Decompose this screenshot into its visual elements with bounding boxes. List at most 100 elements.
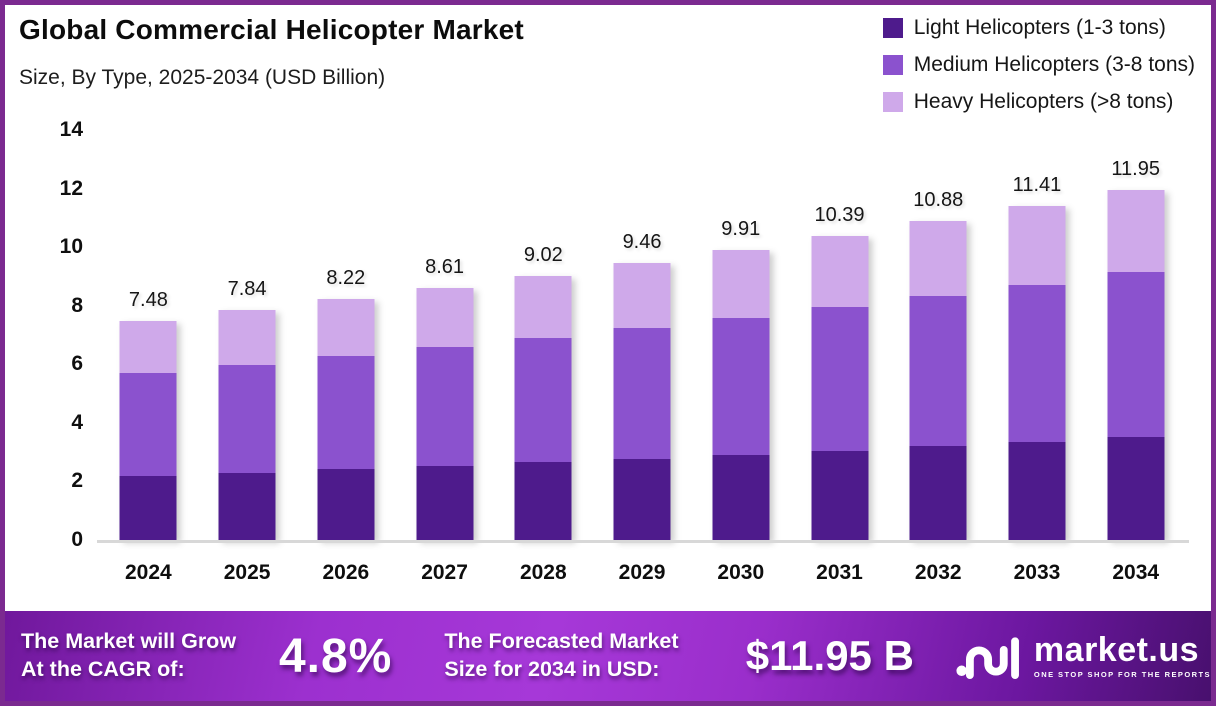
y-tick-label: 2 (71, 469, 83, 493)
bar-total-label: 11.95 (1111, 158, 1160, 181)
bar-segment (119, 372, 177, 476)
bar-segment (909, 446, 967, 540)
bar-total-label: 9.46 (622, 230, 662, 253)
cagr-label-line2: At the CAGR of: (21, 657, 185, 681)
x-axis-label: 2028 (519, 561, 567, 584)
x-axis-baseline (97, 540, 1189, 543)
footer-banner: The Market will Grow At the CAGR of: 4.8… (5, 611, 1211, 701)
marketus-logo-text: market.us ONE STOP SHOP FOR THE REPORTS (1034, 633, 1211, 679)
bar-group: 8.22 (296, 130, 395, 540)
y-tick-label: 14 (59, 118, 83, 141)
legend-label: Light Helicopters (1-3 tons) (913, 16, 1166, 39)
bar-group: 9.02 (494, 130, 593, 540)
x-axis-label: 2026 (322, 561, 370, 584)
legend-swatch (882, 92, 903, 112)
bar-group: 11.95 (1086, 130, 1185, 540)
bar-group: 10.88 (889, 130, 988, 540)
bar-group: 9.46 (593, 130, 692, 540)
x-axis-label: 2032 (914, 561, 962, 584)
bar-group: 7.48 (99, 130, 198, 540)
cagr-label: The Market will Grow At the CAGR of: (21, 628, 279, 684)
bar-segment (909, 221, 967, 297)
stacked-bar (1008, 205, 1066, 540)
cagr-value: 4.8% (278, 629, 393, 683)
bar-segment (514, 337, 572, 463)
marketus-brand: market.us (1033, 631, 1200, 669)
bar-segment (1107, 436, 1165, 540)
bar-segment (1107, 190, 1165, 273)
forecast-label-line1: The Forecasted Market (444, 629, 679, 654)
plot-area: 7.48 7.84 8.22 8.61 9.02 9.46 9.91 10.39 10.88 11… (97, 130, 1189, 543)
forecast-value: $11.95 B (745, 632, 914, 679)
bar-segment (218, 472, 276, 540)
x-axis-label: 2025 (223, 561, 271, 584)
bar-segment (218, 364, 276, 473)
bar-segment (218, 310, 276, 365)
legend-label: Heavy Helicopters (>8 tons) (913, 90, 1174, 113)
bar-segment (514, 275, 572, 338)
x-axis: 2024 2025 2026 2027 2028 2029 2030 2031 2032 2033… (99, 561, 1185, 585)
bar-group: 11.41 (988, 130, 1087, 540)
stacked-bar (909, 221, 967, 540)
bar-total-label: 9.91 (721, 217, 761, 240)
bar-total-label: 11.41 (1012, 173, 1062, 196)
bar-segment (1008, 284, 1066, 442)
forecast-label: The Forecasted Market Size for 2034 in U… (444, 628, 737, 684)
y-tick-label: 0 (71, 528, 83, 551)
bar-segment (1008, 205, 1066, 285)
bar-segment (712, 454, 770, 540)
y-tick-label: 4 (71, 410, 83, 434)
bar-total-label: 7.48 (128, 288, 168, 311)
bar-series: 7.48 7.84 8.22 8.61 9.02 9.46 9.91 10.39 10.88 11… (99, 130, 1185, 540)
y-tick-label: 10 (59, 235, 83, 259)
bar-total-label: 7.84 (227, 278, 267, 301)
bar-total-label: 10.39 (814, 203, 865, 226)
bar-segment (909, 296, 967, 447)
legend-swatch (882, 18, 903, 38)
bar-group: 7.84 (198, 130, 297, 540)
stacked-bar (119, 320, 177, 540)
bar-segment (416, 287, 474, 348)
stacked-bar (1107, 190, 1165, 540)
bar-group: 8.61 (395, 130, 494, 540)
x-axis-label: 2029 (618, 561, 666, 584)
stacked-bar (514, 275, 572, 540)
stacked-bar (712, 249, 770, 540)
bar-segment (811, 450, 868, 540)
bar-segment (416, 465, 474, 540)
y-tick-label: 6 (71, 352, 83, 376)
bar-segment (119, 475, 177, 540)
chart-title: Global Commercial Helicopter Market (19, 14, 524, 45)
bar-segment (613, 458, 671, 540)
legend-item: Medium Helicopters (3-8 tons) (882, 53, 1195, 77)
forecast-label-line2: Size for 2034 in USD: (444, 657, 660, 681)
bar-segment (613, 328, 671, 459)
legend: Light Helicopters (1-3 tons) Medium Helic… (882, 16, 1195, 114)
bar-segment (811, 235, 868, 308)
stacked-bar (317, 299, 375, 540)
bar-segment (416, 347, 474, 466)
bar-total-label: 8.22 (326, 267, 366, 290)
x-axis-label: 2033 (1013, 561, 1061, 584)
bar-segment (317, 299, 375, 357)
stacked-bar (218, 310, 276, 540)
bar-total-label: 10.88 (913, 189, 964, 212)
bar-segment (317, 469, 375, 540)
legend-swatch (882, 55, 903, 75)
bar-segment (811, 307, 868, 451)
stacked-bar (811, 235, 868, 540)
x-axis-label: 2024 (125, 561, 172, 584)
x-axis-label: 2031 (816, 561, 863, 584)
x-axis-label: 2027 (421, 561, 468, 584)
bar-segment (514, 462, 572, 540)
chart-subtitle: Size, By Type, 2025-2034 (USD Billion) (19, 66, 386, 89)
y-axis: 0 2 4 6 8 10 12 14 (35, 118, 83, 551)
bar-total-label: 9.02 (523, 243, 563, 266)
bar-segment (712, 318, 770, 455)
bar-group: 10.39 (790, 130, 889, 540)
x-axis-label: 2034 (1112, 561, 1160, 584)
marketus-logo-icon (956, 637, 1019, 680)
bar-segment (119, 320, 177, 373)
x-axis-label: 2030 (717, 561, 765, 584)
